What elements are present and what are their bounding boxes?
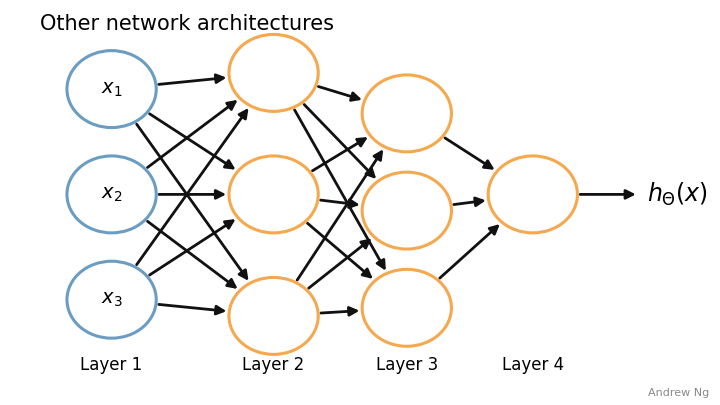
Text: Other network architectures: Other network architectures <box>40 14 333 34</box>
Ellipse shape <box>229 156 318 233</box>
Ellipse shape <box>67 51 156 128</box>
Text: $x_1$: $x_1$ <box>101 80 122 98</box>
Ellipse shape <box>67 261 156 338</box>
Text: Layer 2: Layer 2 <box>243 356 305 373</box>
Text: Layer 3: Layer 3 <box>376 356 438 373</box>
Ellipse shape <box>229 34 318 111</box>
Ellipse shape <box>67 156 156 233</box>
Ellipse shape <box>488 156 577 233</box>
Text: Layer 1: Layer 1 <box>81 356 143 373</box>
Ellipse shape <box>362 172 451 249</box>
Ellipse shape <box>229 277 318 354</box>
Text: $x_3$: $x_3$ <box>101 290 122 309</box>
Ellipse shape <box>362 269 451 346</box>
Ellipse shape <box>362 75 451 152</box>
Text: Andrew Ng: Andrew Ng <box>648 388 709 398</box>
Text: $x_2$: $x_2$ <box>101 185 122 204</box>
Text: Layer 4: Layer 4 <box>502 356 564 373</box>
Text: $h_{\Theta}(x)$: $h_{\Theta}(x)$ <box>647 181 708 208</box>
